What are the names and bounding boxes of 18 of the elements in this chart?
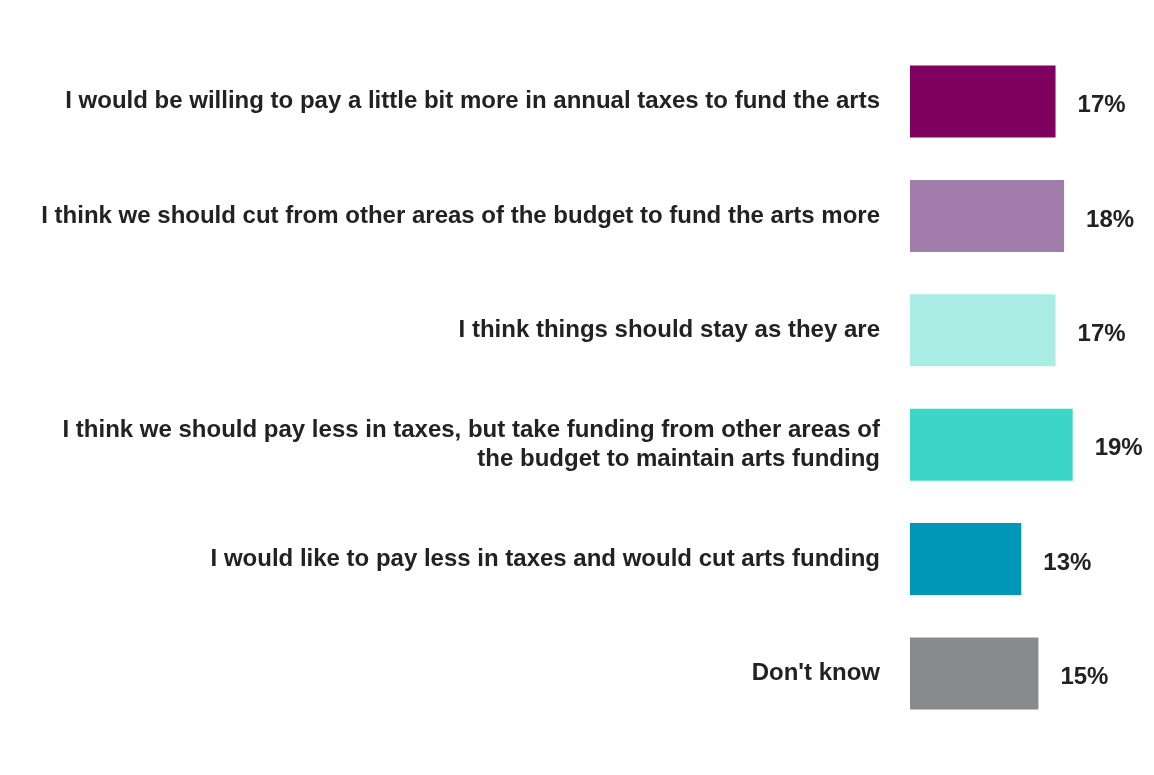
- bar: [910, 637, 1039, 710]
- data-label: 17%: [1077, 90, 1126, 118]
- y-tick-label: I think we should cut from other areas of the budget to fund the arts more: [41, 200, 880, 228]
- data-label: 13%: [1043, 547, 1092, 575]
- bar: [910, 523, 1022, 596]
- y-tick-label: I think things should stay as they are: [458, 314, 880, 342]
- y-tick-label: I would be willing to pay a little bit more in annual taxes to fund the arts: [65, 86, 880, 114]
- y-tick-label: Don't know: [751, 658, 881, 686]
- y-tick-label: I think we should pay less in taxes, but take funding from other areas of the budget to maintain arts funding: [62, 414, 881, 471]
- y-tick-label: I would like to pay less in taxes and would cut arts funding: [210, 543, 880, 571]
- bar: [910, 294, 1056, 367]
- bar: [910, 408, 1073, 481]
- data-label: 15%: [1060, 662, 1109, 690]
- data-label: 17%: [1077, 318, 1126, 346]
- bar: [910, 65, 1056, 138]
- bar: [910, 179, 1065, 252]
- data-label: 19%: [1094, 433, 1143, 461]
- data-label: 18%: [1086, 204, 1135, 232]
